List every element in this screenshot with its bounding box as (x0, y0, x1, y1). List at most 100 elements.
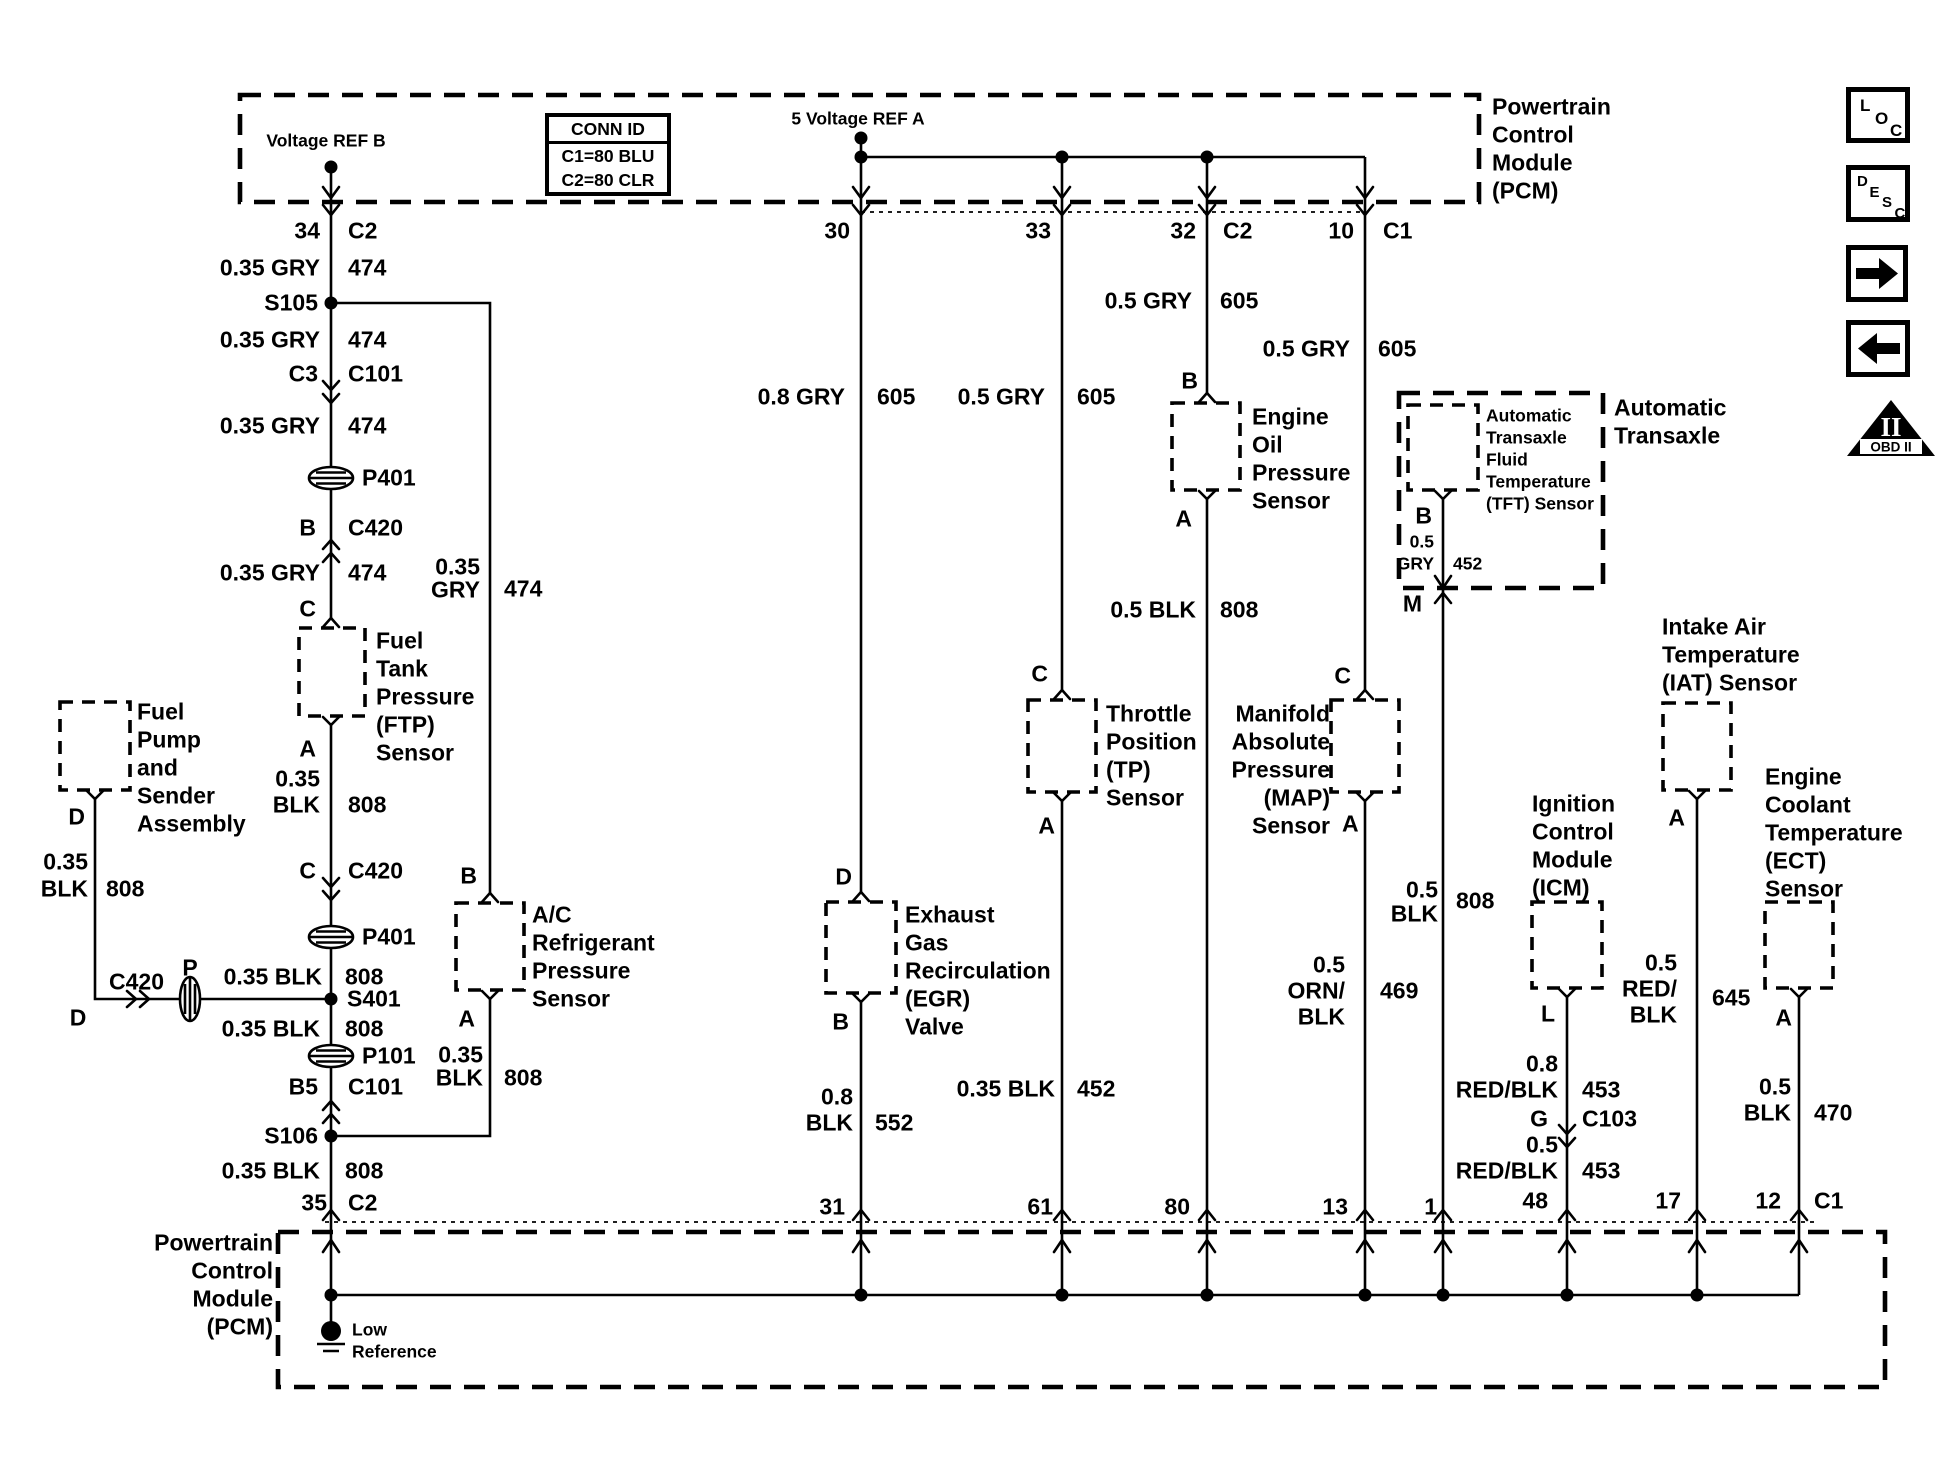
wire-label: 0.8 (821, 1083, 853, 1110)
grommet-p (178, 975, 202, 1023)
junction-dot (1358, 1288, 1372, 1302)
iat-sensor-box (1661, 701, 1733, 792)
wire-label: 808 (504, 1064, 543, 1091)
wire-label: 34 (294, 217, 320, 244)
wire-label: 0.5 (1409, 531, 1434, 552)
pcm-bottom-box (275, 1229, 1888, 1390)
wire-label: C420 (348, 514, 403, 541)
wire-label: 30 (824, 217, 850, 244)
wire-label: Automatic (1486, 405, 1572, 426)
junction-dot (324, 296, 338, 310)
wire-label: B (1181, 367, 1198, 394)
wire-label: D (835, 863, 852, 890)
wire-label: 0.5 (1759, 1073, 1791, 1100)
wire-label: (ECT) (1765, 847, 1827, 874)
junction-dot (324, 1129, 338, 1143)
wire-label: 0.35 (438, 1041, 483, 1068)
icon-letter: L (1860, 96, 1871, 115)
wire-label: Low (352, 1319, 387, 1340)
wire-label: 0.35 (43, 848, 88, 875)
wire-label: Valve (905, 1013, 964, 1040)
wire-label: C (299, 595, 316, 622)
wire-label: Pressure (1231, 756, 1330, 783)
wire-label: Fuel (137, 698, 185, 725)
wire-label: 474 (348, 412, 387, 439)
wire-label: GRY (431, 576, 480, 603)
junction-dot (854, 1288, 868, 1302)
wire-label: Fluid (1486, 449, 1528, 470)
wire-label: 0.5 (1406, 876, 1438, 903)
wire-label: 808 (348, 791, 387, 818)
forward-button[interactable] (1846, 245, 1908, 302)
wire-label: 0.5 GRY (1104, 287, 1192, 314)
wire-label: Control (191, 1257, 273, 1284)
wire-label: G (1530, 1105, 1548, 1132)
wire-label: Sensor (1765, 875, 1843, 902)
junction-dot (1560, 1288, 1574, 1302)
ftp-sensor-box (297, 626, 367, 718)
obd2-label: OBD II (1870, 440, 1911, 455)
wire-label: Recirculation (905, 957, 1051, 984)
wire-label: 808 (1220, 596, 1259, 623)
wire-label: Pressure (1252, 459, 1351, 486)
icon-letter: O (1875, 108, 1889, 128)
obd2-icon: II OBD II (1847, 400, 1935, 456)
wire-label: 0.35 (275, 765, 320, 792)
wire-label: 35 (301, 1189, 327, 1216)
wire-label: 470 (1814, 1099, 1853, 1126)
wire-label: Pressure (532, 957, 631, 984)
wire-label: 0.5 (1645, 949, 1677, 976)
wire-label: C2 (348, 1189, 378, 1216)
wire-label: Pump (137, 726, 201, 753)
automatic-transaxle-box (1396, 390, 1606, 591)
wire-label: 605 (1077, 383, 1116, 410)
wire-label: A/C (532, 901, 572, 928)
wire-label: C (299, 857, 316, 884)
junction-dot (1200, 150, 1214, 164)
wire-label: 0.35 BLK (221, 1157, 320, 1184)
wire-label: Assembly (137, 810, 246, 837)
wire-label: C1 (1383, 217, 1413, 244)
wire-label: Sensor (1252, 487, 1330, 514)
wire-label: 0.35 (435, 553, 480, 580)
arrows-and-chevrons (85, 185, 1809, 1254)
wire-label: Tank (376, 655, 428, 682)
wire-label: Control (1492, 121, 1574, 148)
wire-label: C420 (109, 968, 164, 995)
wire-label: GRY (1396, 553, 1434, 574)
wire-label: D (68, 803, 85, 830)
wire-label: 12 (1755, 1187, 1781, 1214)
wire-label: Module (1492, 149, 1573, 176)
wire-label: B (1415, 502, 1432, 529)
grommet-p401-b (307, 924, 355, 950)
wire-label: D (69, 1004, 87, 1031)
wire-label: 5 Voltage REF A (791, 108, 925, 129)
wire-label: 808 (345, 1157, 384, 1184)
wire-label: P (182, 954, 198, 981)
wire-label: 605 (1378, 335, 1417, 362)
wire-label: Coolant (1765, 791, 1851, 818)
wire-label: (FTP) (376, 711, 435, 738)
wire-label: 474 (348, 326, 387, 353)
wire-label: C103 (1582, 1105, 1637, 1132)
wire-label: B (299, 514, 316, 541)
wire-label: Powertrain (154, 1229, 273, 1256)
junction-dot (1200, 1288, 1214, 1302)
wire-label: C101 (348, 1073, 403, 1100)
wire-label: Fuel (376, 627, 424, 654)
wire-label: Automatic (1614, 394, 1727, 421)
wire-label: Temperature (1765, 819, 1903, 846)
wire-label: Engine (1252, 403, 1329, 430)
wire-label: 474 (504, 575, 543, 602)
wire-label: 552 (875, 1109, 914, 1136)
conn-id-table: CONN ID C1=80 BLU C2=80 CLR (545, 113, 671, 196)
wire-label: 0.35 GRY (219, 254, 320, 281)
wire-label: 453 (1582, 1076, 1621, 1103)
wire-label: Ignition (1532, 790, 1616, 817)
back-button[interactable] (1846, 320, 1910, 377)
wire-label: 808 (345, 1015, 384, 1042)
